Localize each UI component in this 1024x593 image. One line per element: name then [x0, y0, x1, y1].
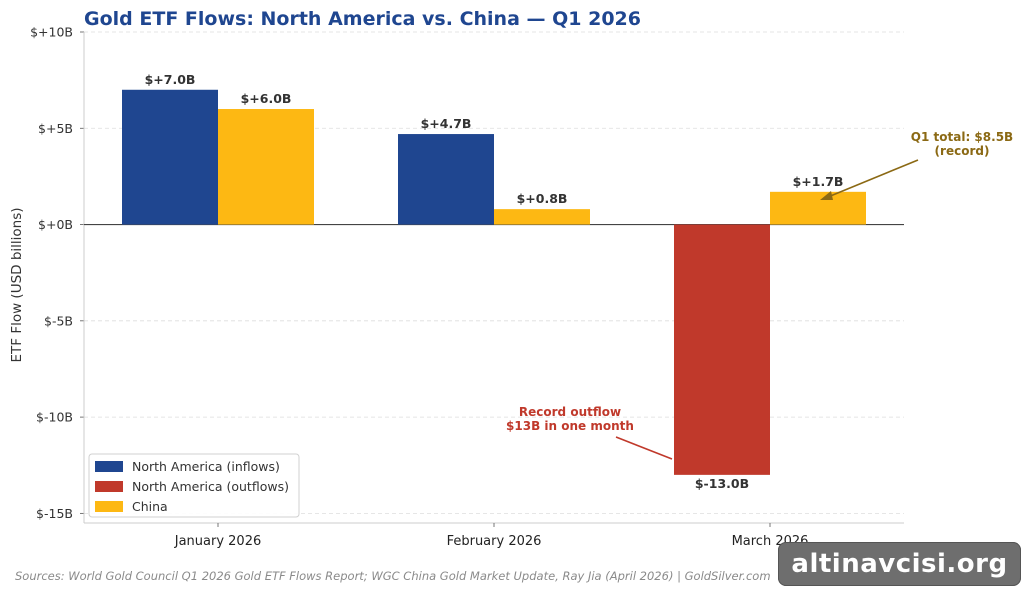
annotation-line [615, 436, 673, 460]
annotation-record-outflow: Record outflow [519, 405, 621, 419]
data-label: $+0.8B [517, 191, 568, 206]
bar-china-1 [494, 209, 590, 225]
bars [122, 89, 866, 475]
legend-box [88, 453, 300, 518]
legend-label: China [132, 499, 168, 514]
bar-north-america-2 [674, 224, 770, 475]
chart-title: Gold ETF Flows: North America vs. China … [84, 8, 641, 30]
bar-china-2 [770, 191, 866, 225]
y-tick-label: $-15B [36, 506, 73, 521]
bar-north-america-0 [122, 89, 218, 225]
y-axis-label: ETF Flow (USD billions) [9, 207, 25, 362]
source-note: Sources: World Gold Council Q1 2026 Gold… [15, 569, 771, 583]
y-tick-label: $-5B [44, 313, 73, 328]
bar-north-america-1 [398, 134, 494, 225]
y-tick-label: $-10B [36, 410, 73, 425]
legend-swatch [95, 461, 123, 472]
y-tick-labels: $+10B $+5B $+0B $-5B $-10B $-15B [30, 25, 73, 521]
data-label: $-13.0B [695, 476, 749, 491]
legend-swatch [95, 501, 123, 512]
data-label: $+1.7B [793, 174, 844, 189]
x-tick-label: February 2026 [447, 534, 542, 549]
data-label: $+7.0B [145, 72, 196, 87]
legend-swatch [95, 481, 123, 492]
data-label: $+6.0B [241, 91, 292, 106]
x-tick-labels: January 2026 February 2026 March 2026 [174, 534, 809, 549]
annotation-arrow [827, 159, 919, 198]
annotation-record-outflow: $13B in one month [506, 419, 634, 433]
x-tick-label: January 2026 [174, 534, 262, 549]
legend-label: North America (outflows) [132, 479, 289, 494]
data-labels: $+7.0B $+4.7B $-13.0B $+6.0B $+0.8B $+1.7B [145, 72, 844, 491]
y-tick-label: $+0B [38, 217, 73, 232]
y-tick-label: $+10B [30, 25, 73, 40]
annotation-arrowhead [820, 191, 833, 200]
annotations: Q1 total: $8.5B(record) Record outflow$13… [506, 130, 1013, 460]
data-label: $+4.7B [421, 116, 472, 131]
annotation-q1-total: (record) [935, 144, 990, 158]
annotation-q1-total: Q1 total: $8.5B [911, 130, 1013, 144]
watermark: altinavcisi.org [778, 542, 1021, 586]
bar-china-0 [218, 109, 314, 225]
legend: North America (inflows) North America (ou… [88, 453, 300, 518]
legend-label: North America (inflows) [132, 459, 280, 474]
y-tick-label: $+5B [38, 121, 73, 136]
